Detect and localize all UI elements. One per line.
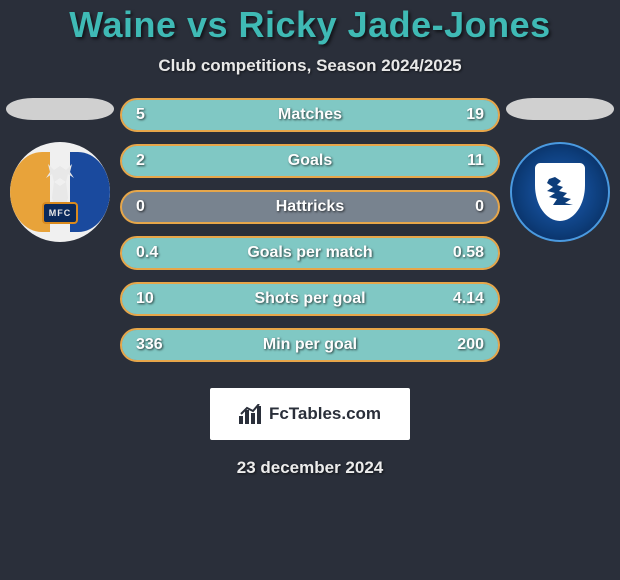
- brand-name: FcTables.com: [269, 404, 381, 424]
- brand-box: FcTables.com: [210, 388, 410, 440]
- page-title: Waine vs Ricky Jade-Jones: [0, 4, 620, 46]
- stat-row: 5Matches19: [120, 98, 500, 132]
- stat-label: Min per goal: [122, 336, 498, 354]
- stat-row: 0Hattricks0: [120, 190, 500, 224]
- date-line: 23 december 2024: [0, 458, 620, 478]
- main-area: MFC 5Matches19 2Goals11 0Hattricks0 0.4Goal…: [0, 98, 620, 362]
- right-column: [500, 98, 620, 242]
- comparison-card: Waine vs Ricky Jade-Jones Club competiti…: [0, 0, 620, 478]
- subtitle: Club competitions, Season 2024/2025: [0, 56, 620, 76]
- stat-row: 336Min per goal200: [120, 328, 500, 362]
- stat-row: 10Shots per goal4.14: [120, 282, 500, 316]
- left-team-crest: MFC: [10, 142, 110, 242]
- left-player-thumb: [6, 98, 114, 120]
- stat-label: Matches: [122, 106, 498, 124]
- stat-label: Goals per match: [122, 244, 498, 262]
- right-player-thumb: [506, 98, 614, 120]
- stat-label: Shots per goal: [122, 290, 498, 308]
- stat-block: 5Matches19 2Goals11 0Hattricks0 0.4Goals pe…: [120, 98, 500, 362]
- stat-label: Hattricks: [122, 198, 498, 216]
- stat-row: 0.4Goals per match0.58: [120, 236, 500, 270]
- stat-label: Goals: [122, 152, 498, 170]
- brand-chart-icon: [239, 404, 263, 424]
- lion-icon: [543, 175, 577, 209]
- right-crest-shield: [535, 163, 585, 221]
- stat-row: 2Goals11: [120, 144, 500, 178]
- left-column: MFC: [0, 98, 120, 242]
- mfc-badge: MFC: [42, 202, 78, 224]
- right-team-crest: [510, 142, 610, 242]
